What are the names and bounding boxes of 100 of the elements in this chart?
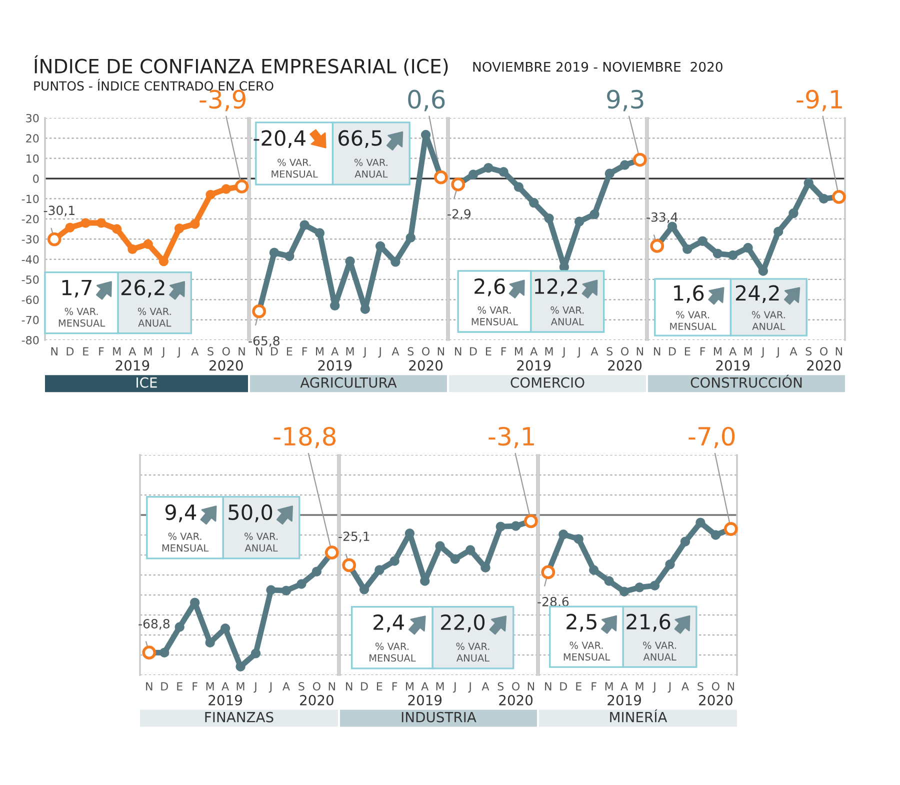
annotation: 1,6 bbox=[674, 285, 704, 303]
x-tick-label: J bbox=[652, 682, 656, 693]
x-tick-label: A bbox=[222, 682, 229, 690]
x-tick-label: A bbox=[482, 682, 490, 690]
x-tick-label: E bbox=[486, 347, 492, 356]
y-tick-label: -40 bbox=[22, 255, 39, 264]
x-axis-title: AGRICULTURA bbox=[300, 377, 397, 388]
x-tick-label: J bbox=[668, 682, 671, 693]
annotation: % VAR. ANUAL bbox=[643, 642, 676, 661]
x-tick-label: J bbox=[362, 347, 366, 358]
annotation: 9,4 bbox=[165, 504, 196, 522]
text: 2020 bbox=[209, 360, 243, 371]
x-tick-label: N bbox=[654, 347, 660, 356]
y-tick-label: 30 bbox=[26, 114, 39, 122]
x-tick-label: A bbox=[421, 682, 429, 690]
x-tick-label: N bbox=[346, 682, 352, 690]
x-tick-label: M bbox=[144, 347, 152, 356]
x-tick-label: F bbox=[192, 682, 198, 690]
x-tick-label: J bbox=[776, 347, 779, 358]
annotation: % VAR. MENSUAL bbox=[670, 311, 716, 330]
x-tick-label: J bbox=[177, 347, 180, 358]
x-tick-label: E bbox=[286, 347, 292, 356]
x-tick-label: J bbox=[760, 347, 764, 358]
x-tick-label: N bbox=[256, 347, 262, 356]
y-tick-label: -50 bbox=[22, 275, 39, 284]
x-tick-label: M bbox=[605, 682, 613, 690]
data-label: -30,1 bbox=[44, 206, 74, 216]
text: 2019 bbox=[318, 360, 352, 371]
x-axis-title: FINANZAS bbox=[205, 712, 274, 722]
x-tick-label: N bbox=[836, 347, 842, 356]
text: 2019 bbox=[608, 694, 641, 706]
x-axis-title: MINERÍA bbox=[610, 709, 668, 722]
annotation: 2,4 bbox=[374, 614, 404, 632]
annotation: 50,0 bbox=[228, 504, 272, 522]
data-label: -28,6 bbox=[538, 596, 569, 608]
data-label: -3,9 bbox=[200, 90, 246, 112]
x-tick-label: D bbox=[271, 347, 278, 356]
x-tick-label: A bbox=[790, 347, 798, 356]
annotation: % VAR. ANUAL bbox=[550, 306, 584, 326]
data-label: -65,8 bbox=[248, 336, 280, 347]
y-tick-label: 0 bbox=[33, 174, 39, 183]
x-tick-label: N bbox=[455, 347, 462, 356]
x-axis-title: ICE bbox=[136, 377, 157, 388]
x-axis-title: COMERCIO bbox=[510, 377, 584, 388]
text: 2019 bbox=[116, 360, 150, 371]
x-tick-label: J bbox=[562, 347, 565, 358]
y-tick-label: 20 bbox=[26, 134, 39, 143]
annotation: 2,6 bbox=[474, 278, 505, 296]
x-tick-label: J bbox=[468, 682, 471, 693]
x-tick-label: O bbox=[820, 347, 828, 356]
x-tick-label: D bbox=[66, 347, 74, 356]
x-tick-label: O bbox=[422, 347, 430, 356]
x-tick-label: J bbox=[378, 347, 381, 358]
data-label: -7,0 bbox=[688, 426, 735, 448]
x-tick-label: S bbox=[408, 347, 414, 356]
x-tick-label: S bbox=[806, 347, 812, 356]
x-axis-title: CONSTRUCCIÓN bbox=[690, 374, 802, 388]
x-tick-label: M bbox=[545, 347, 553, 356]
x-tick-label: M bbox=[714, 347, 722, 356]
data-label: -25,1 bbox=[338, 532, 370, 542]
chart-title: ÍNDICE DE CONFIANZA EMPRESARIAL (ICE) bbox=[34, 55, 448, 76]
x-tick-label: N bbox=[146, 682, 152, 690]
x-tick-label: A bbox=[392, 347, 400, 356]
x-tick-label: A bbox=[620, 682, 628, 690]
x-tick-label: S bbox=[606, 347, 613, 356]
x-tick-label: J bbox=[161, 347, 164, 358]
annotation: 22,0 bbox=[441, 614, 485, 632]
data-label: -68,8 bbox=[138, 618, 170, 630]
text: 2020 bbox=[300, 694, 334, 706]
x-tick-label: M bbox=[206, 682, 214, 690]
x-tick-label: F bbox=[592, 682, 596, 690]
data-label: -2,9 bbox=[448, 209, 470, 220]
x-tick-label: N bbox=[328, 682, 335, 690]
x-tick-label: S bbox=[298, 682, 304, 691]
x-tick-label: M bbox=[316, 347, 324, 356]
y-tick-label: -20 bbox=[22, 214, 39, 224]
x-tick-label: E bbox=[376, 682, 382, 690]
annotation: 24,2 bbox=[736, 285, 779, 303]
annotation: % VAR. MENSUAL bbox=[564, 642, 610, 661]
x-tick-label: J bbox=[254, 682, 256, 693]
annotation: % VAR. MENSUAL bbox=[272, 158, 318, 178]
data-label: -3,1 bbox=[488, 426, 534, 448]
data-label: 9,3 bbox=[607, 90, 644, 112]
chart-subtitle: PUNTOS - ÍNDICE CENTRADO EN CERO bbox=[34, 78, 274, 91]
annotation: -20,4 bbox=[254, 130, 306, 148]
x-tick-label: J bbox=[452, 682, 456, 693]
x-tick-label: A bbox=[729, 347, 737, 356]
annotation: % VAR. ANUAL bbox=[354, 158, 388, 178]
y-tick-label: -10 bbox=[22, 194, 39, 204]
text: 2019 bbox=[517, 360, 551, 371]
x-tick-label: M bbox=[113, 347, 121, 356]
data-label: -9,1 bbox=[796, 90, 842, 112]
y-tick-label: -30 bbox=[22, 235, 39, 244]
x-tick-label: E bbox=[177, 682, 182, 690]
x-tick-label: O bbox=[621, 347, 629, 356]
annotation: 2,5 bbox=[566, 614, 596, 632]
x-tick-label: F bbox=[700, 347, 706, 356]
x-axis-title: INDUSTRIA bbox=[402, 712, 476, 722]
text: NOVIEMBRE 2019 - NOVIEMBRE 2020 bbox=[473, 62, 722, 72]
x-tick-label: A bbox=[530, 347, 538, 356]
